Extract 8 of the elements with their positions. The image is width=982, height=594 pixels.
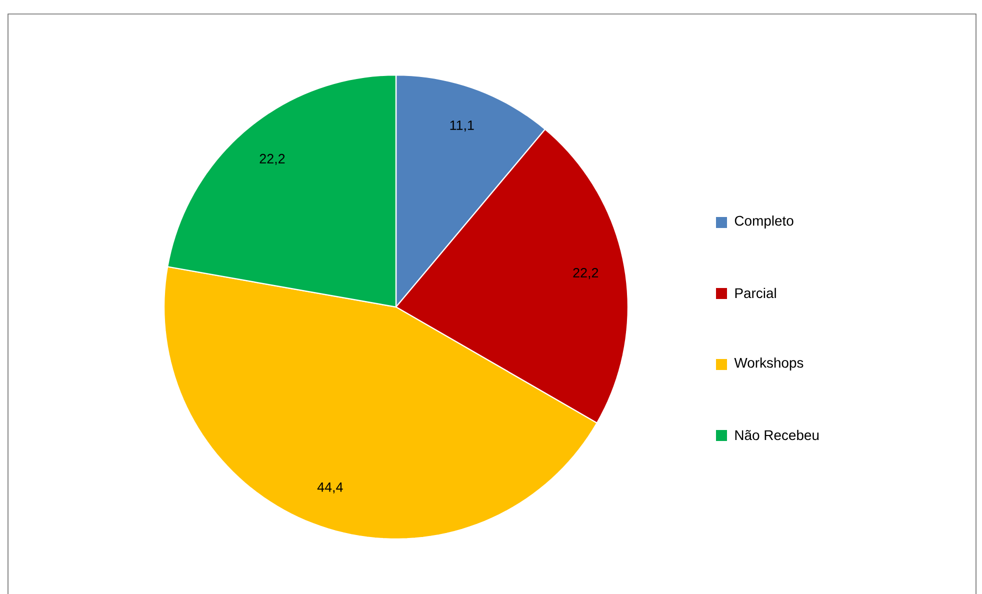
data-label: 22,2 — [260, 154, 285, 166]
data-label: 44,4 — [317, 482, 343, 494]
legend-label: Não Recebeu — [735, 430, 819, 440]
data-label: 11,1 — [450, 120, 474, 132]
legend-label: Workshops — [734, 358, 804, 370]
legend-label: Parcial — [735, 288, 776, 298]
data-label: 22,2 — [573, 268, 598, 280]
legend-label: Completo — [734, 216, 794, 228]
